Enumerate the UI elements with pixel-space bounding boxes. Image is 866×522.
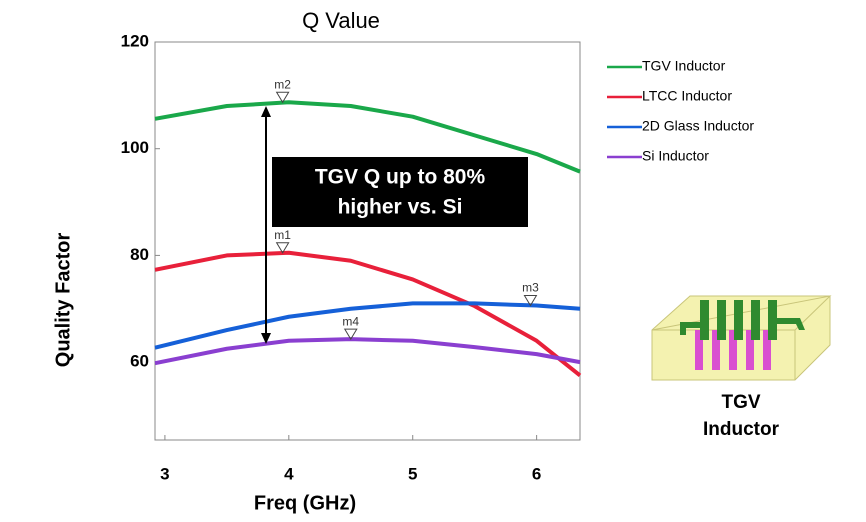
image-caption: TGV — [721, 392, 760, 413]
y-tick-label: 120 — [121, 31, 149, 50]
legend-label: LTCC Inductor — [642, 88, 732, 104]
x-axis-label: Freq (GHz) — [254, 492, 356, 514]
plot-frame — [155, 42, 580, 440]
x-tick-label: 5 — [408, 464, 417, 483]
legend-label: 2D Glass Inductor — [642, 118, 754, 134]
y-tick-label: 60 — [130, 352, 149, 371]
marker-label: m2 — [274, 77, 291, 91]
marker-label: m4 — [342, 314, 359, 328]
y-axis-label: Quality Factor — [52, 233, 74, 368]
series-line — [155, 253, 580, 376]
annotation-text: TGV Q up to 80% — [315, 166, 486, 189]
legend-label: TGV Inductor — [642, 58, 726, 74]
marker-label: m1 — [274, 228, 291, 242]
x-tick-label: 3 — [160, 464, 169, 483]
legend-label: Si Inductor — [642, 148, 709, 164]
x-tick-label: 4 — [284, 464, 294, 483]
arrowhead — [261, 106, 271, 117]
y-tick-label: 100 — [121, 138, 149, 157]
y-tick-label: 80 — [130, 245, 149, 264]
x-tick-label: 6 — [532, 464, 541, 483]
chart: Q Value Freq (GHz) Quality Factor TGV In… — [0, 0, 866, 522]
annotation-text: higher vs. Si — [338, 196, 463, 219]
inductor-illustration — [652, 296, 830, 380]
series-line — [155, 339, 580, 363]
image-caption: Inductor — [703, 419, 780, 440]
marker-label: m3 — [522, 281, 539, 295]
chart-title: Q Value — [302, 8, 380, 33]
